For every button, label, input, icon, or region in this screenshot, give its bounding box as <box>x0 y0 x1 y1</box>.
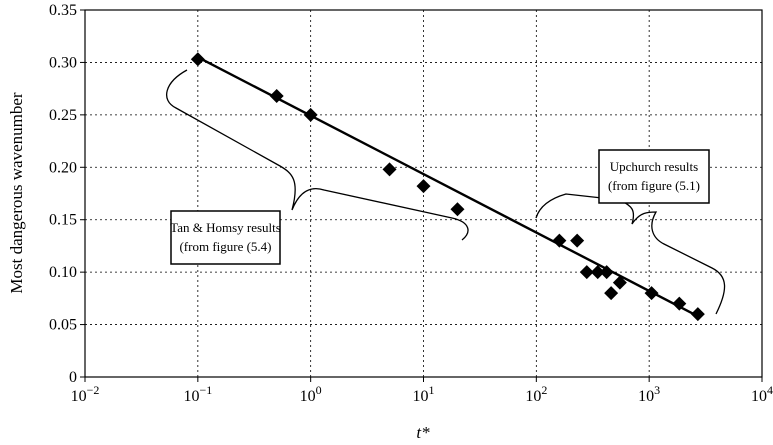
data-point <box>570 233 585 248</box>
tan-homsy-bracket <box>166 69 469 241</box>
y-axis-title: Most dangerous wavenumber <box>7 92 26 293</box>
data-point <box>552 233 567 248</box>
data-point <box>612 275 627 290</box>
data-point <box>450 202 465 217</box>
data-point <box>690 307 705 322</box>
data-point <box>303 107 318 122</box>
y-tick-label: 0.15 <box>49 212 77 229</box>
y-tick-label: 0.05 <box>49 317 77 334</box>
data-point <box>416 179 431 194</box>
x-tick-label: 10−1 <box>183 383 212 405</box>
upchurch-label-line2: (from figure (5.1) <box>608 178 700 193</box>
tan-homsy-box <box>170 210 281 265</box>
y-axis: 0 0.05 0.10 0.15 0.20 0.25 0.30 0.35 <box>49 2 85 386</box>
x-tick-label: 102 <box>525 383 547 405</box>
data-point <box>579 265 594 280</box>
x-axis: 10−2 10−1 100 101 102 103 104 <box>71 377 773 405</box>
upchurch-box <box>598 149 710 204</box>
upchurch-label-line1: Upchurch results <box>610 159 698 174</box>
tan-homsy-label-line2: (from figure (5.4) <box>179 239 271 254</box>
y-tick-label: 0.20 <box>49 159 77 176</box>
upchurch-bracket <box>535 193 726 315</box>
y-tick-label: 0.30 <box>49 54 77 71</box>
data-point <box>599 265 614 280</box>
data-point <box>590 265 605 280</box>
y-tick-label: 0 <box>69 369 77 386</box>
grid-lines <box>85 10 762 377</box>
data-point <box>269 88 284 103</box>
x-tick-label: 103 <box>638 383 660 405</box>
trendline <box>197 56 699 318</box>
data-point <box>672 296 687 311</box>
y-tick-label: 0.25 <box>49 107 77 124</box>
data-point <box>604 286 619 301</box>
data-points <box>190 52 705 322</box>
x-axis-title: t* <box>416 423 430 442</box>
y-tick-label: 0.10 <box>49 264 77 281</box>
x-tick-label: 101 <box>413 383 435 405</box>
data-point <box>382 162 397 177</box>
y-tick-label: 0.35 <box>49 2 77 19</box>
data-point <box>644 286 659 301</box>
data-point <box>190 52 205 67</box>
tan-homsy-label-line1: Tan & Homsy results <box>170 220 281 235</box>
x-tick-label: 104 <box>751 383 773 405</box>
trendline-segment <box>197 56 699 318</box>
x-tick-label: 100 <box>300 383 322 405</box>
x-tick-label: 10−2 <box>71 383 100 405</box>
